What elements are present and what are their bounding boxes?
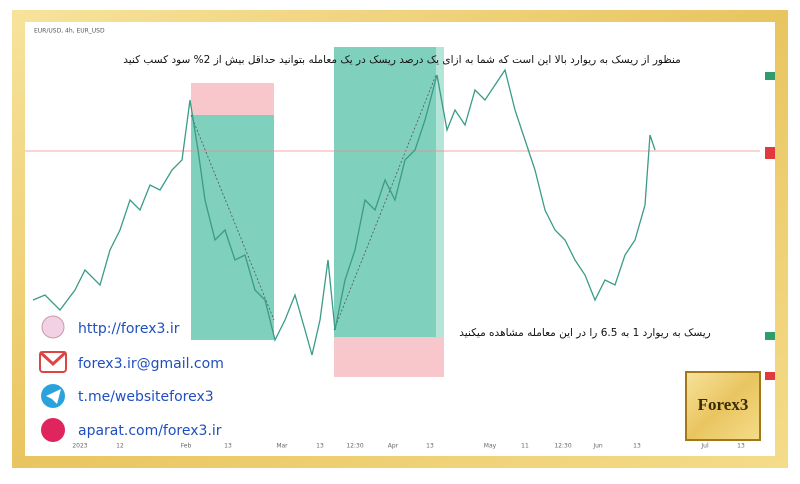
contact-link: aparat.com/forex3.ir (78, 423, 222, 439)
stop-zone (191, 83, 274, 115)
contact-link: forex3.ir@gmail.com (78, 356, 224, 372)
x-tick-label: 13 (426, 443, 434, 450)
mail-icon-flap (38, 350, 68, 367)
target-zone-edge (436, 47, 444, 337)
x-tick-label: 13 (633, 443, 641, 450)
contacts: http://forex3.ir forex3.ir@gmail.com t.me/… (78, 321, 224, 439)
annotation: ریسک به ریوارد 1 به 6.5 را در این معامله… (459, 327, 710, 339)
trade-path (190, 114, 275, 321)
target-zone (334, 47, 436, 337)
x-tick-label: Mar (276, 443, 288, 450)
x-tick-label: 11 (521, 443, 529, 450)
telegram-plane (46, 389, 61, 404)
x-tick-label: Jul (700, 443, 709, 450)
x-tick-label: 13 (737, 443, 745, 450)
x-tick-label: 13 (224, 443, 232, 450)
price-tag (765, 147, 775, 159)
x-tick-label: 12 (116, 443, 124, 450)
price-tag (765, 332, 775, 340)
x-tick-label: 12:30 (346, 443, 363, 450)
x-tick-label: May (484, 443, 497, 450)
web-icon (41, 315, 65, 339)
contact-link: http://forex3.ir (78, 321, 180, 337)
x-tick-label: 2023 (72, 443, 87, 450)
contact-link: t.me/websiteforex3 (78, 389, 214, 405)
logo-box (685, 371, 761, 441)
target-zone (191, 115, 274, 340)
logo-text: Forex3 (698, 395, 749, 414)
price-tag (765, 372, 775, 380)
x-tick-label: Jun (592, 443, 603, 450)
x-tick-label: Feb (181, 443, 192, 450)
x-tick-label: 12:30 (554, 443, 571, 450)
stop-zone (334, 337, 444, 377)
trade-path (333, 74, 437, 331)
chart-header: EUR/USD, 4h, EUR_USD (34, 28, 105, 35)
x-axis: 2023 12 Feb 13 Mar 13 12:30 Apr 13 May 11 12:30 Jun 1… (72, 443, 745, 450)
x-tick-label: Apr (388, 443, 399, 450)
price-tag (765, 72, 775, 80)
x-tick-label: 13 (316, 443, 324, 450)
price-series (32, 68, 656, 356)
annotation: منظور از ریسک به ریوارد بالا این است که … (123, 54, 680, 66)
aparat-icon (41, 418, 65, 442)
